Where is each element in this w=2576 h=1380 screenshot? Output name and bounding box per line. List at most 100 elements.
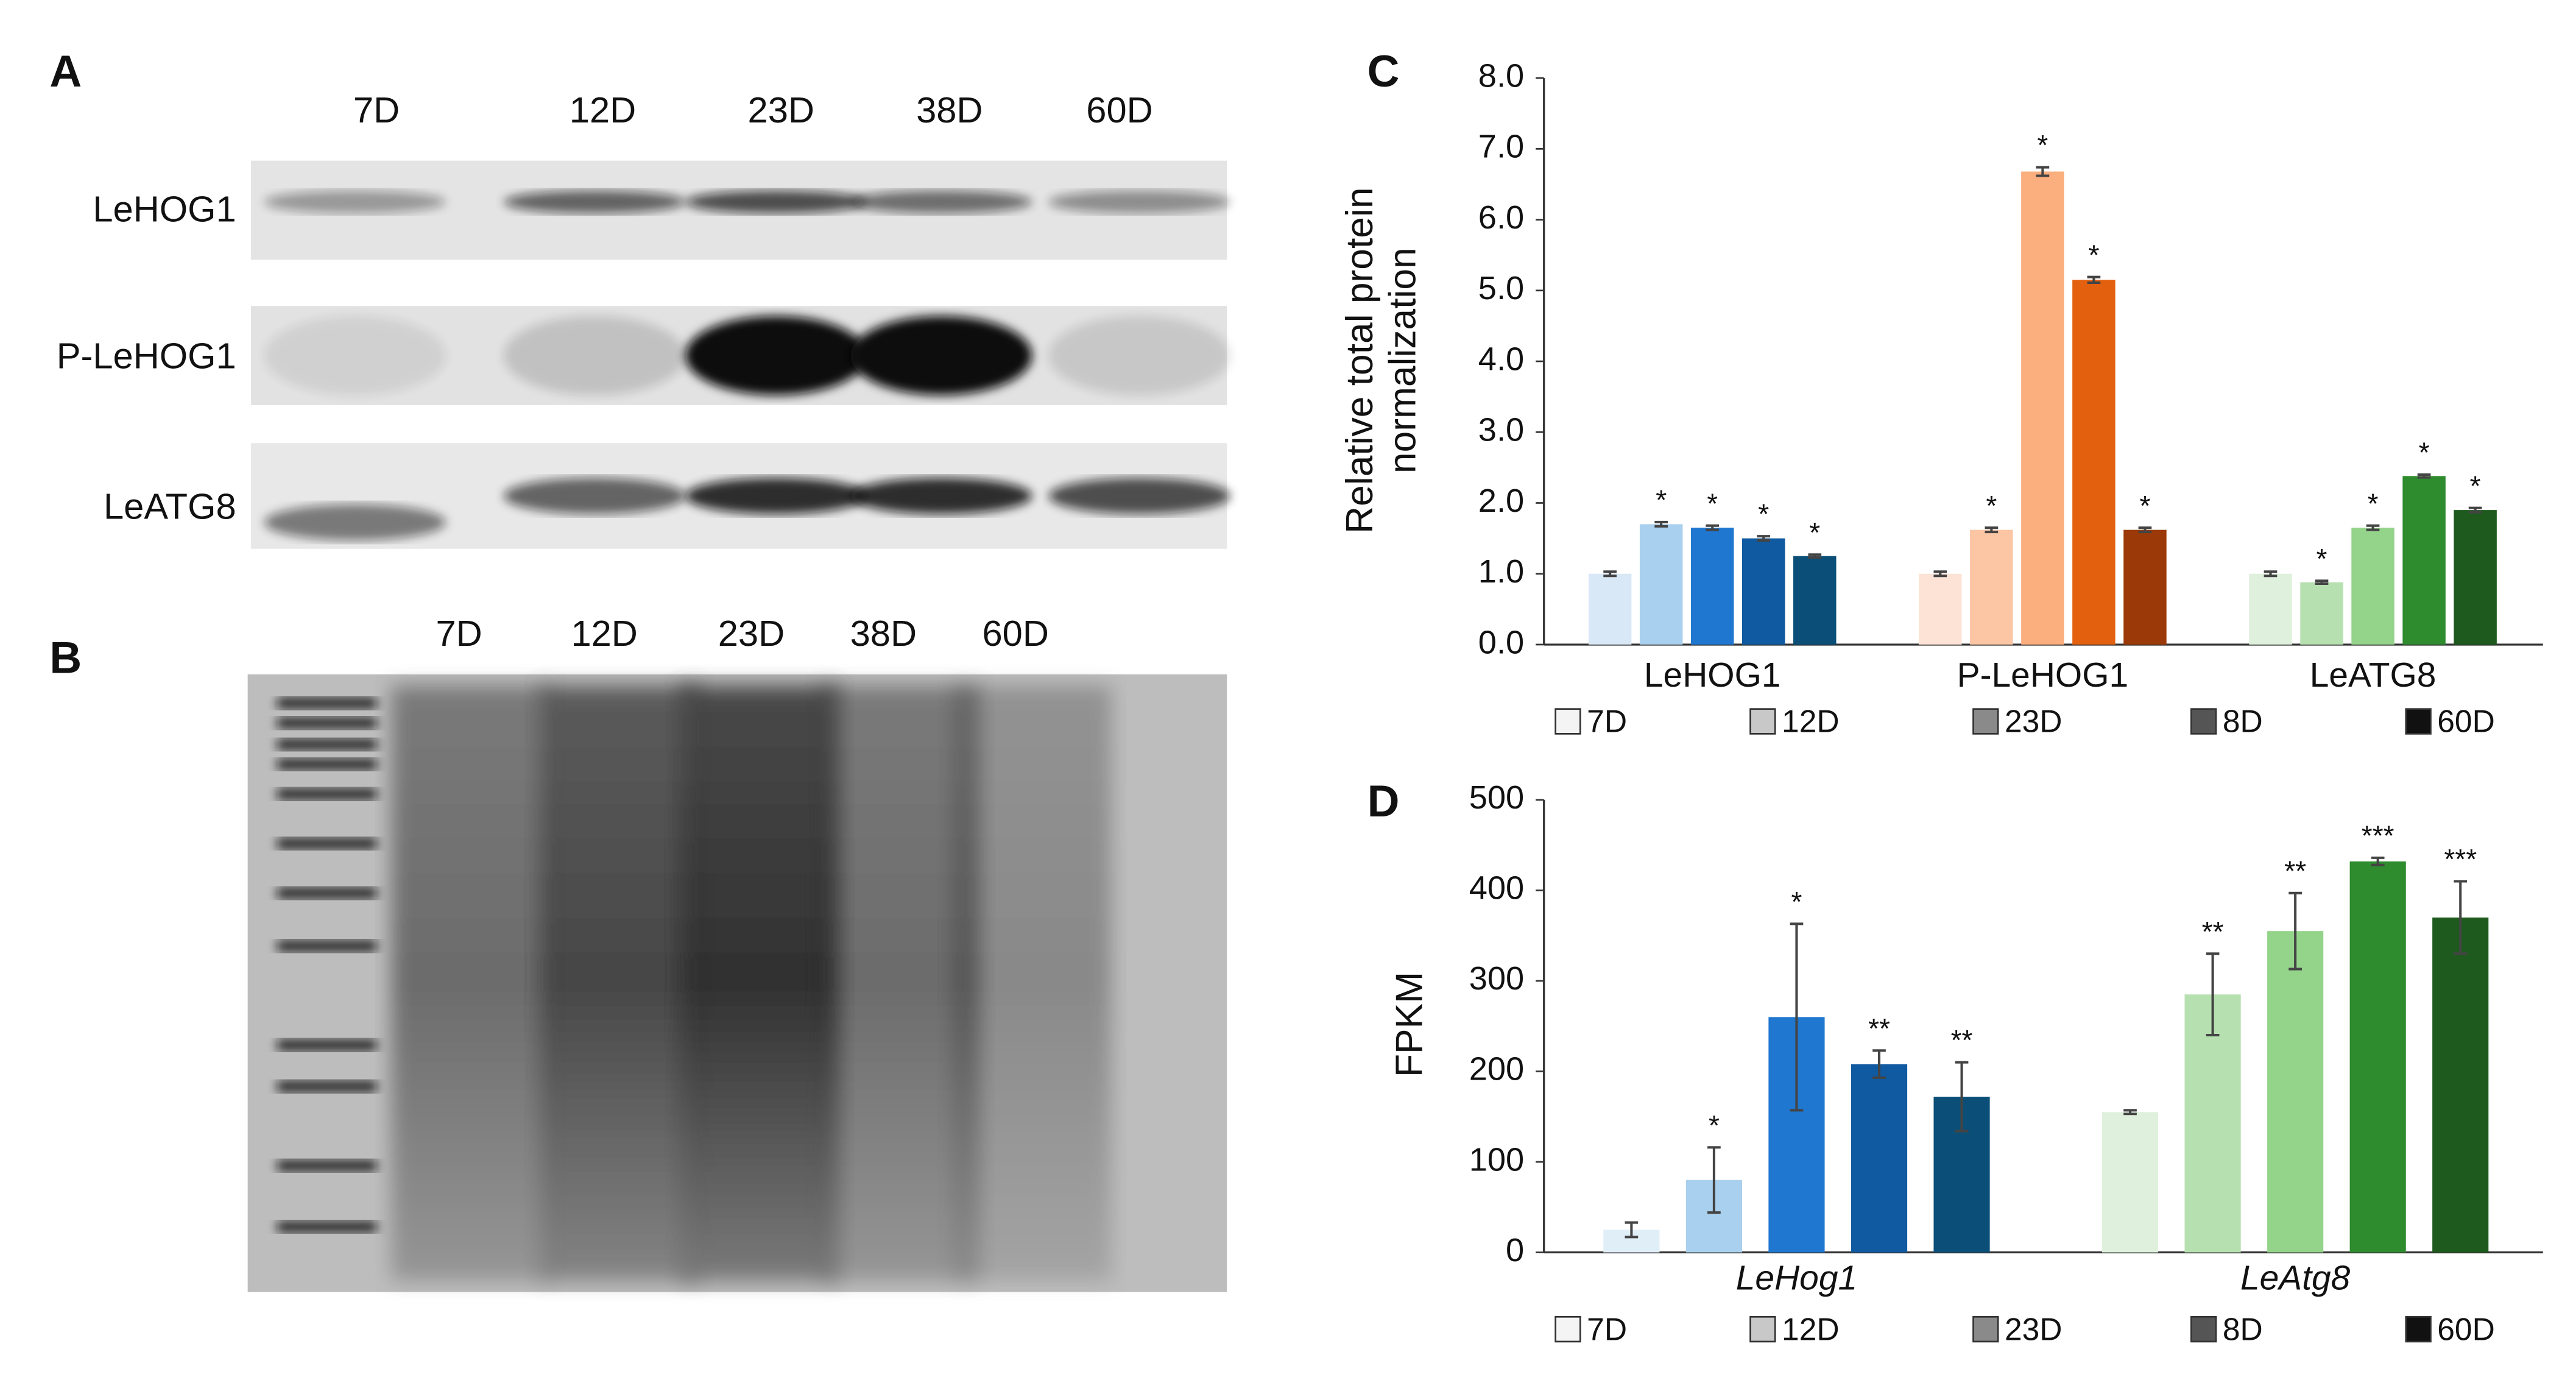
error-bar [2206,952,2220,1037]
lane-label: 38D [850,613,917,654]
bar [1690,528,1734,645]
ladder-band [277,1159,377,1172]
lane-label: 60D [1086,90,1152,130]
significance-mark: *** [2362,819,2394,851]
lane-label: 38D [916,90,983,130]
blot-band [264,504,446,541]
significance-mark: ** [1868,1013,1890,1044]
error-bar [1706,524,1720,531]
legend-swatch [1554,1315,1581,1343]
blot-band [685,316,867,395]
bar [2454,510,2497,645]
legend-swatch [2405,1315,2432,1343]
legend-label: 12D [1782,704,1839,739]
error-bar [2264,570,2278,578]
legend-swatch [2190,1315,2217,1343]
bar [2402,476,2446,645]
error-bar [2366,524,2380,531]
significance-mark: * [1758,498,1769,530]
significance-mark: * [2317,543,2327,575]
error-bar [2123,1109,2137,1116]
y-tick-label: 8.0 [1478,57,1524,94]
ladder-band [277,887,377,899]
legend-label: 23D [2005,704,2062,739]
gel-lane [680,685,839,1281]
y-tick-label: 3.0 [1478,412,1524,448]
blot-band [850,316,1032,395]
y-tick-label: 2.0 [1478,483,1524,519]
bar [1919,573,1962,645]
error-bar [1933,570,1947,578]
x-tick-label: LeAtg8 [2240,1259,2351,1298]
blot-band [685,478,867,514]
significance-mark: * [2139,490,2150,522]
significance-mark: * [1707,487,1718,519]
error-bar [1654,520,1668,528]
ladder-band [277,838,377,850]
legend-label: 7D [1587,704,1627,739]
blot-band [1048,316,1230,395]
blot-band [503,316,686,395]
x-tick-label: LeHog1 [1736,1259,1857,1298]
error-bar [1603,570,1617,578]
blot-band [1048,190,1230,214]
ladder-band [277,759,377,770]
row-label: LeHOG1 [93,188,236,229]
error-bar [1625,1221,1639,1239]
bar [2101,1112,2159,1253]
y-axis-label: FPKM [1388,972,1430,1077]
gel-lane [391,685,550,1281]
bar [2267,931,2324,1253]
significance-mark: ** [2284,855,2306,886]
y-axis-label: normalization [1382,247,1424,473]
error-bar [2087,275,2101,285]
y-tick-label: 5.0 [1478,270,1524,306]
x-tick-label: LeHOG1 [1644,656,1781,695]
blot-band [503,478,686,514]
legend-swatch [1749,1315,1776,1343]
significance-mark: * [2470,470,2481,501]
bar [2072,280,2115,645]
panel-letter: A [49,46,82,96]
bar [1793,556,1837,645]
bar [2432,917,2489,1253]
error-bar [1872,1049,1886,1079]
error-bar [2468,506,2482,514]
bar [1970,529,2013,645]
legend-swatch [1554,708,1581,735]
bar [2249,573,2292,645]
bar [1588,573,1632,645]
panel-letter: B [49,632,82,682]
legend-label: 23D [2005,1311,2062,1346]
lane-label: 60D [983,613,1049,654]
ladder-band [277,1039,377,1051]
bar [2351,528,2394,645]
y-tick-label: 300 [1469,960,1524,997]
error-bar [2315,579,2329,586]
ladder-band [277,788,377,800]
ladder-band [277,940,377,952]
error-bar [2454,880,2468,955]
blot-band [264,316,446,395]
legend-swatch [2405,708,2432,735]
row-label: LeATG8 [104,486,236,526]
panel-letter: D [1367,776,1400,826]
y-tick-label: 6.0 [1478,199,1524,236]
western-blot [251,160,1230,549]
error-bar [1790,922,1804,1112]
legend-swatch [2190,708,2217,735]
legend-swatch [1972,708,1999,735]
bar [1851,1064,1908,1253]
error-bar [2371,856,2385,866]
y-tick-label: 200 [1469,1051,1524,1088]
blot-band [264,190,446,214]
blot-band [503,190,686,214]
ladder-band [277,1080,377,1092]
lane-label: 12D [571,613,637,654]
y-tick-label: 100 [1469,1141,1524,1178]
bar [2021,171,2064,645]
y-tick-label: 400 [1469,870,1524,907]
gel [247,674,1227,1292]
